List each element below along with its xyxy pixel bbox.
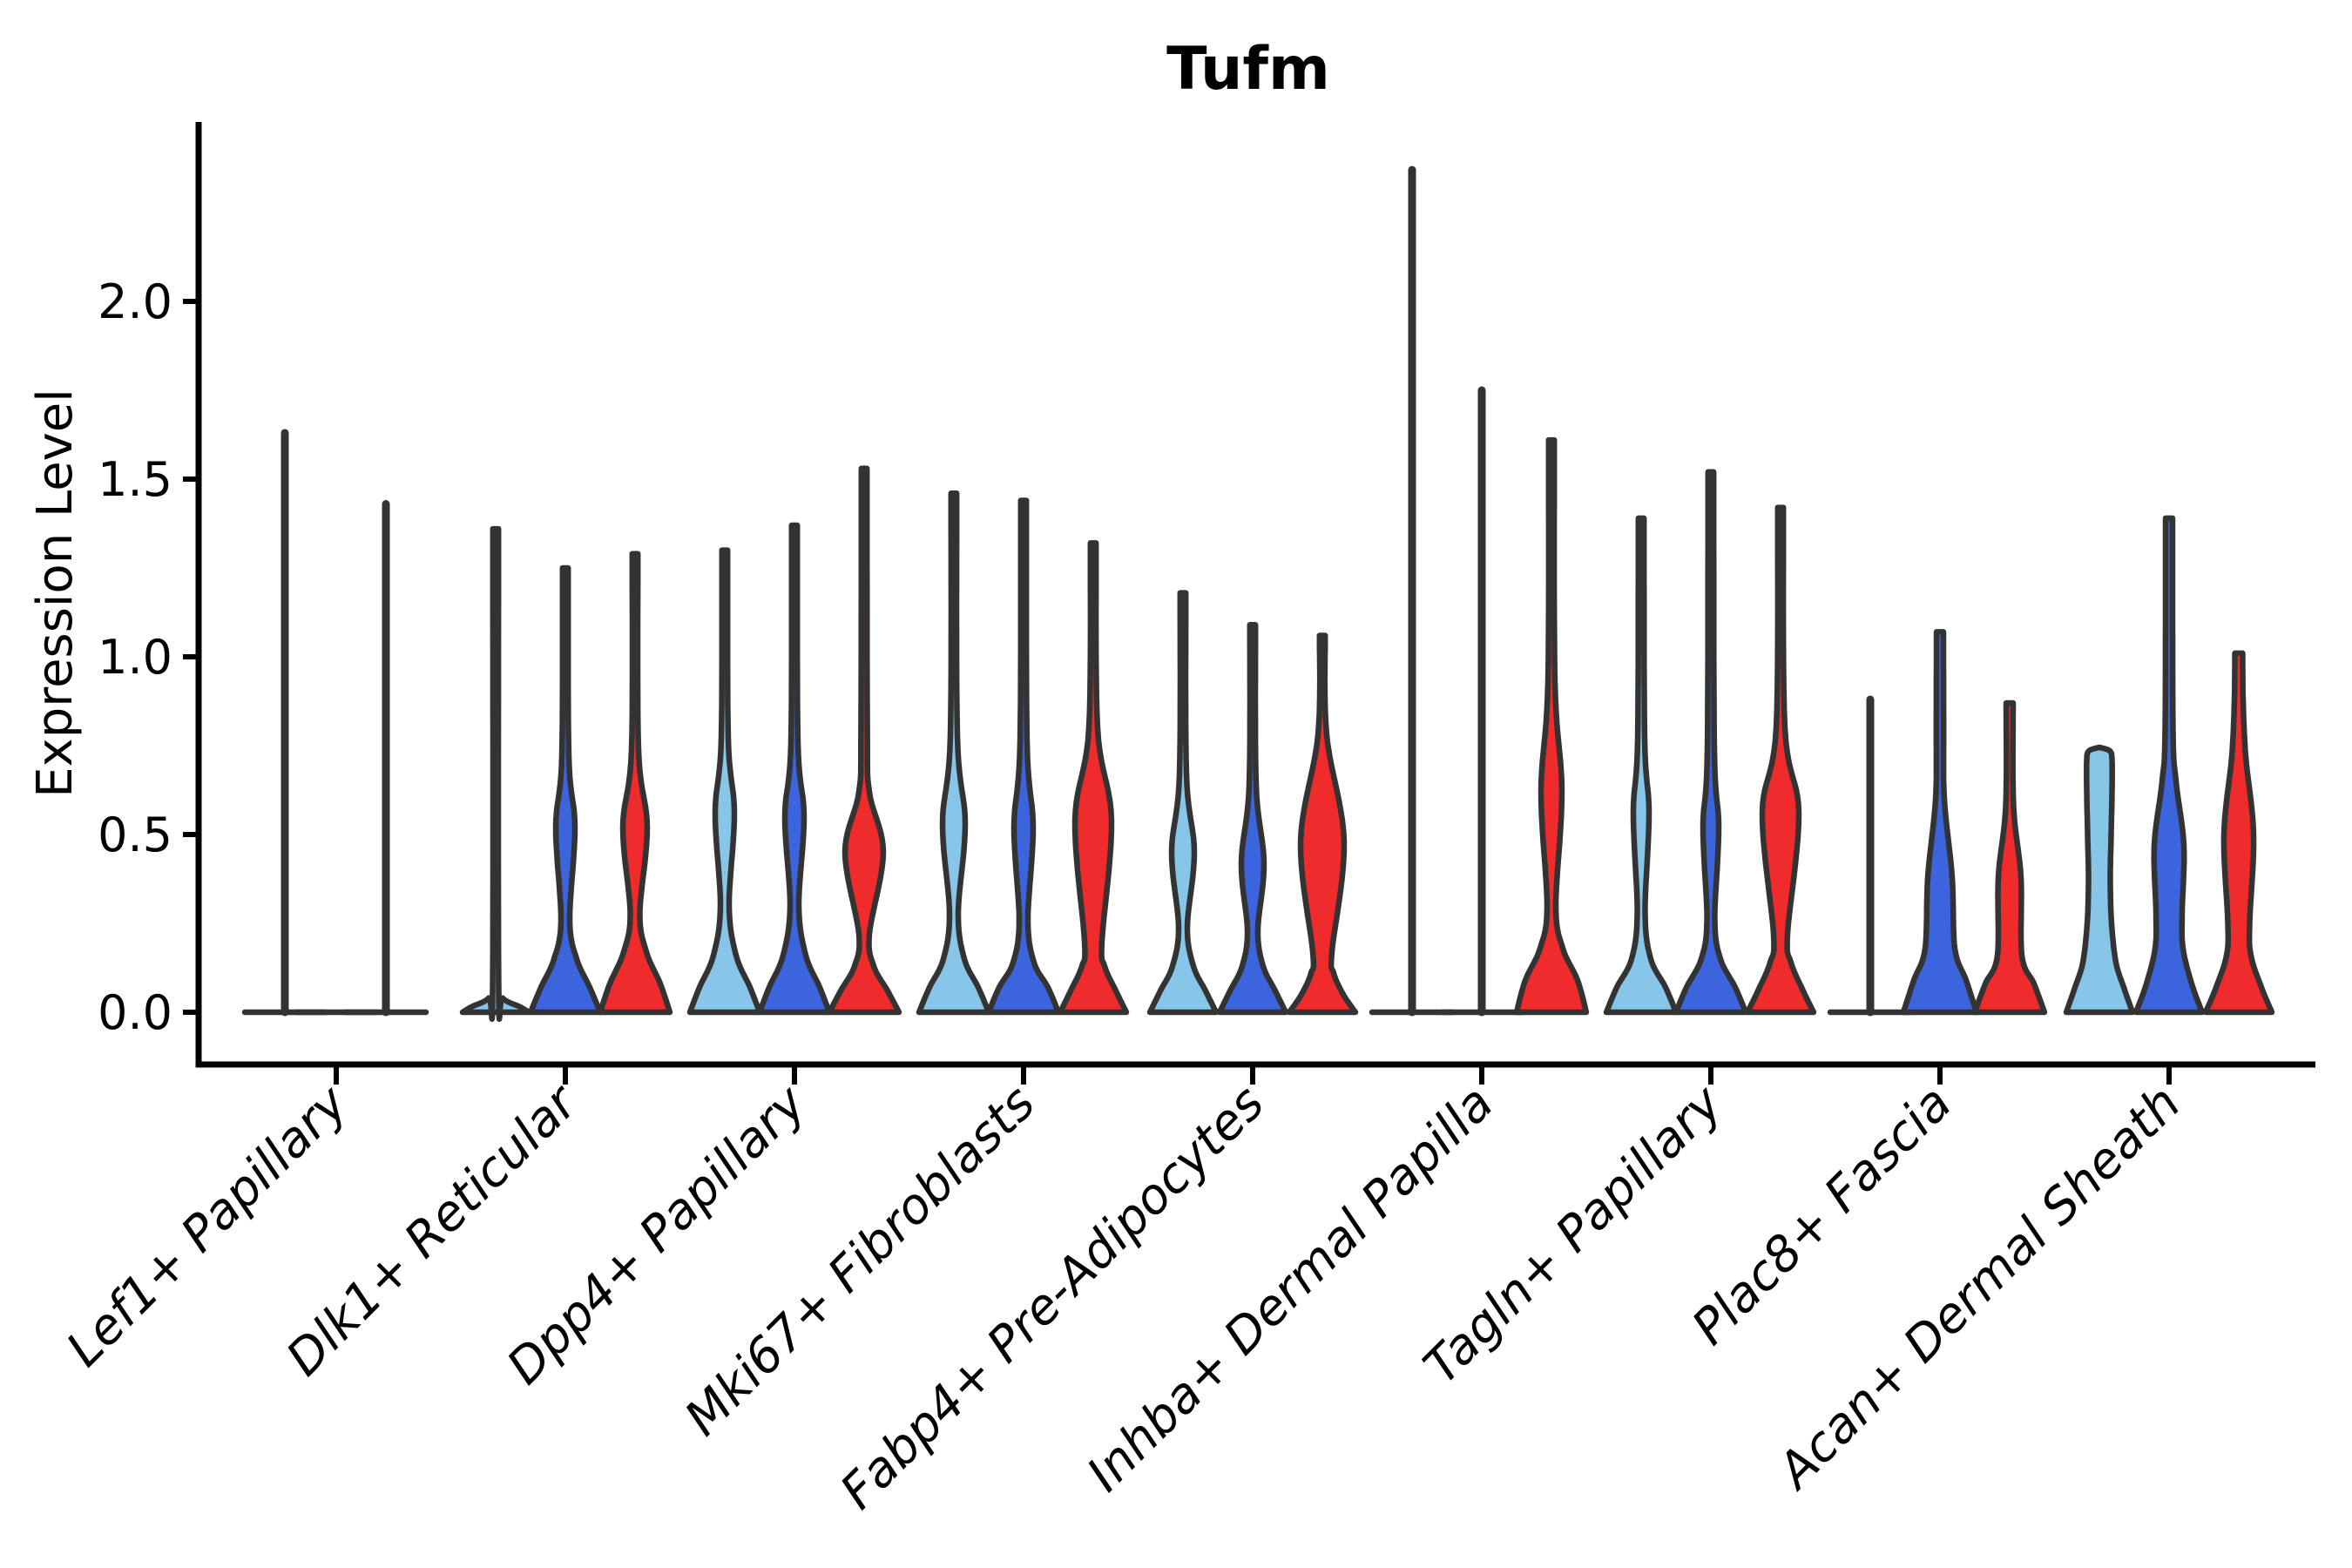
violin-tagln-papillary-light_blue (1603, 515, 1680, 1016)
violin-group-dlk1-reticular (459, 525, 673, 1023)
violin-acan-dermal-sheath-light_blue (2063, 744, 2136, 1016)
violin-tagln-papillary-red (1744, 504, 1817, 1016)
violin-dpp4-papillary-red (826, 465, 902, 1016)
violin-fabp4-pre-adipocytes-red (1286, 632, 1359, 1016)
y-tick-label-0.0: 0.0 (98, 985, 172, 1040)
violin-group-inhba-dermal-papilla (1369, 166, 1590, 1017)
violins-layer (241, 166, 2275, 1023)
violin-dpp4-papillary-light_blue (686, 547, 763, 1016)
x-tick-label-inhba-dermal-papilla: Inhba+ Dermal Papilla (1077, 1075, 1504, 1503)
violin-acan-dermal-sheath-red (2202, 650, 2275, 1016)
violin-dpp4-papillary-blue (756, 522, 833, 1016)
violin-inhba-dermal-papilla-red (1513, 436, 1590, 1016)
violin-group-lef1-papillary (241, 429, 429, 1017)
violin-dlk1-reticular-light_blue (459, 525, 532, 1023)
violin-acan-dermal-sheath-blue (2132, 515, 2206, 1016)
axes-layer (183, 122, 2315, 1085)
y-tick-label-1.0: 1.0 (98, 630, 172, 685)
x-tick-label-acan-dermal-sheath: Acan+ Dermal Sheath (1766, 1075, 2192, 1501)
violin-tagln-papillary-blue (1673, 469, 1749, 1016)
violin-group-mki67-fibroblasts (916, 490, 1130, 1016)
violin-dlk1-reticular-red (597, 551, 673, 1016)
violin-mki67-fibroblasts-blue (985, 497, 1062, 1016)
violin-group-dpp4-papillary (686, 465, 902, 1016)
y-tick-label-0.5: 0.5 (98, 808, 172, 862)
violin-fabp4-pre-adipocytes-blue (1216, 622, 1289, 1016)
violin-group-acan-dermal-sheath (2063, 515, 2275, 1016)
violin-mki67-fibroblasts-light_blue (916, 490, 992, 1016)
violin-plac8-fascia-blue (1900, 629, 1980, 1016)
y-tick-label-2.0: 2.0 (98, 274, 172, 329)
y-axis-label: Expression Level (27, 389, 84, 798)
violin-group-fabp4-pre-adipocytes (1146, 590, 1359, 1016)
violin-plac8-fascia-red (1971, 700, 2048, 1016)
violin-group-plac8-fascia (1827, 629, 2048, 1017)
violin-fabp4-pre-adipocytes-light_blue (1146, 590, 1220, 1016)
violin-mki67-fibroblasts-red (1057, 540, 1130, 1016)
chart-title: Tufm (1166, 35, 1330, 104)
x-tick-label-fabp4-pre-adipocytes: Fabp4+ Pre-Adipocytes (830, 1075, 1275, 1520)
y-tick-label-1.5: 1.5 (98, 452, 172, 507)
violin-dlk1-reticular-blue (527, 564, 604, 1016)
violin-group-tagln-papillary (1603, 469, 1817, 1016)
